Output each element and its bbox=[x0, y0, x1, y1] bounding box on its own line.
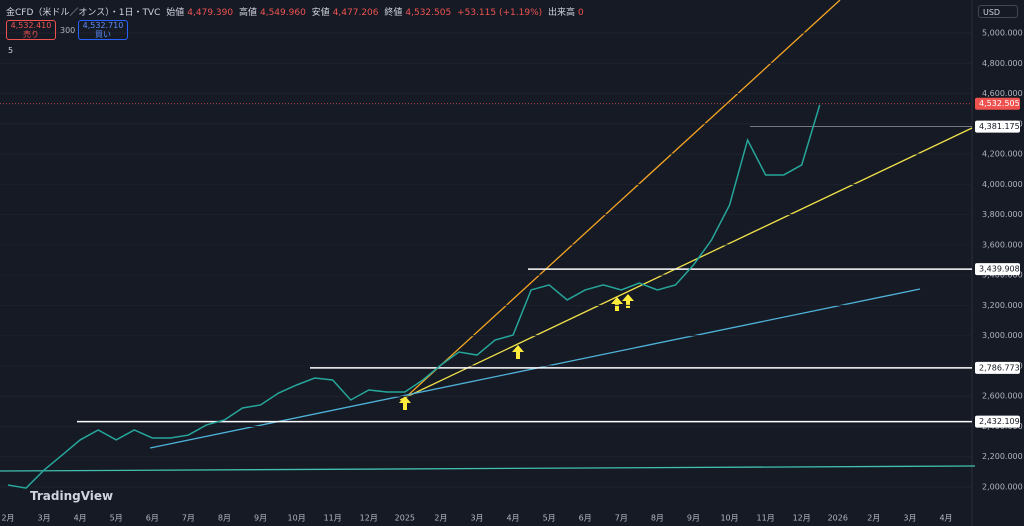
label: 出来高 bbox=[548, 8, 576, 18]
x-tick-label: 8月 bbox=[651, 514, 664, 523]
buy-label: 買い bbox=[95, 30, 111, 39]
x-tick-label: 3月 bbox=[903, 514, 916, 523]
y-tick-label: 3,000.000 bbox=[982, 331, 1023, 340]
y-tick-label: 2,200.000 bbox=[982, 452, 1023, 461]
level-tag bbox=[975, 120, 1020, 133]
x-tick-label: 9月 bbox=[254, 514, 267, 523]
x-tick-label: 12月 bbox=[793, 514, 811, 523]
label: 終値 bbox=[384, 8, 403, 18]
y-tick-label: 3,600.000 bbox=[982, 240, 1023, 249]
axis-bg bbox=[972, 0, 1024, 526]
sell-button[interactable]: 4,532.410 売り bbox=[6, 20, 56, 40]
y-tick-label: 2,600.000 bbox=[982, 392, 1023, 401]
x-tick-label: 3月 bbox=[470, 514, 483, 523]
last-price-label: 4,532.505 bbox=[979, 99, 1020, 108]
x-tick-label: 11月 bbox=[757, 514, 775, 523]
y-tick-label: 3,400.000 bbox=[982, 271, 1023, 280]
x-tick-label: 6月 bbox=[579, 514, 592, 523]
sell-label: 売り bbox=[23, 30, 39, 39]
x-tick-label: 12月 bbox=[360, 514, 378, 523]
level-label: 2,432.109 bbox=[979, 417, 1020, 426]
x-tick-label: 4月 bbox=[939, 514, 952, 523]
y-tick-label: 4,600.000 bbox=[982, 89, 1023, 98]
buy-button[interactable]: 4,532.710 買い bbox=[78, 20, 128, 40]
y-tick-label: 3,200.000 bbox=[982, 301, 1023, 310]
x-tick-label: 2026 bbox=[828, 514, 848, 523]
price-line bbox=[7, 104, 821, 489]
x-tick-label: 7月 bbox=[182, 514, 195, 523]
x-tick-label: 11月 bbox=[324, 514, 342, 523]
label: 始値 bbox=[166, 8, 185, 18]
x-tick-label: 2025 bbox=[395, 514, 415, 523]
symbol: 金CFD（米ドル／オンス）・1日・TVC bbox=[6, 8, 161, 18]
spread: 300 bbox=[60, 26, 76, 35]
x-tick-label: 2月 bbox=[434, 514, 447, 523]
value: 4,549.960 bbox=[259, 8, 306, 18]
x-tick-label: 10月 bbox=[720, 514, 738, 523]
y-tick-label: 5,000.000 bbox=[982, 28, 1023, 37]
level-label: 4,381.175 bbox=[979, 122, 1020, 131]
trend-line bbox=[399, 127, 973, 401]
brand: TradingView bbox=[30, 489, 114, 503]
x-tick-label: 7月 bbox=[615, 514, 628, 523]
arrows bbox=[399, 294, 634, 410]
level-tag bbox=[975, 361, 1020, 374]
x-tick-label: 5月 bbox=[110, 514, 123, 523]
x-tick-label: 9月 bbox=[687, 514, 700, 523]
x-tick-label: 6月 bbox=[146, 514, 159, 523]
x-tick-label: 4月 bbox=[74, 514, 87, 523]
x-tick-label: 2月 bbox=[1, 514, 14, 523]
value: 4,532.505 bbox=[405, 8, 452, 18]
level-tag bbox=[975, 415, 1020, 428]
y-tick-label: 4,200.000 bbox=[982, 150, 1023, 159]
header: 金CFD（米ドル／オンス）・1日・TVC 始値 4,479.390 高値 4,549… bbox=[6, 5, 587, 18]
last-price-tag bbox=[975, 97, 1020, 110]
sell-price: 4,532.410 bbox=[10, 21, 52, 30]
y-tick-label: 4,000.000 bbox=[982, 180, 1023, 189]
x-tick-label: 10月 bbox=[288, 514, 306, 523]
change: +53.115 (+1.19%) bbox=[457, 8, 543, 18]
x-tick-label: 4月 bbox=[507, 514, 520, 523]
label: 高値 bbox=[238, 8, 257, 18]
level-label: 3,439.908 bbox=[979, 265, 1020, 274]
indicators[interactable]: 5 bbox=[8, 46, 14, 55]
trend-line bbox=[0, 465, 976, 472]
level-tag bbox=[975, 263, 1020, 276]
x-tick-label: 8月 bbox=[218, 514, 231, 523]
x-tick-label: 2月 bbox=[867, 514, 880, 523]
currency[interactable]: USD bbox=[978, 5, 1018, 18]
value: 4,477.206 bbox=[332, 8, 379, 18]
value: 4,479.390 bbox=[187, 8, 234, 18]
trend-line bbox=[404, 0, 841, 399]
x-tick-label: 5月 bbox=[543, 514, 556, 523]
y-tick-label: 4,800.000 bbox=[982, 59, 1023, 68]
y-tick-label: 2,000.000 bbox=[982, 482, 1023, 491]
value: 0 bbox=[578, 8, 584, 18]
label: 安値 bbox=[311, 8, 330, 18]
buy-price: 4,532.710 bbox=[82, 21, 124, 30]
y-tick-label: 3,800.000 bbox=[982, 210, 1023, 219]
x-tick-label: 3月 bbox=[38, 514, 51, 523]
level-label: 2,786.773 bbox=[979, 363, 1020, 372]
